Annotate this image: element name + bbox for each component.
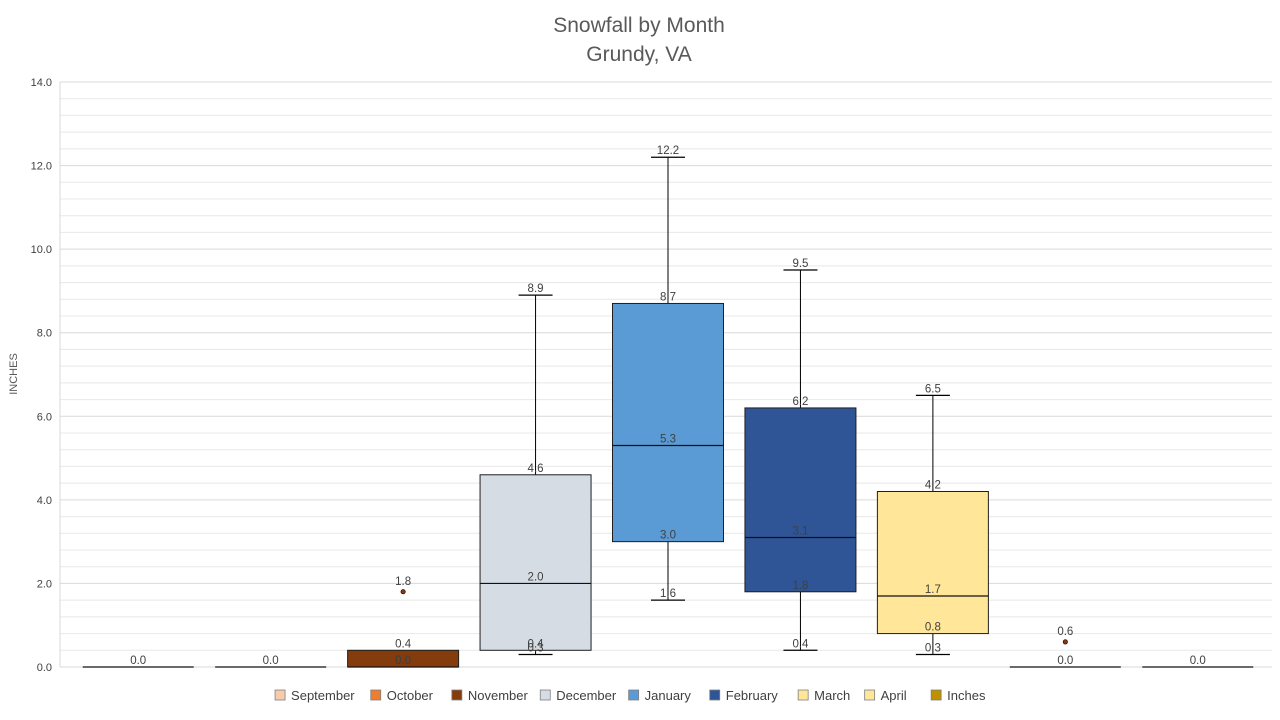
legend-swatch bbox=[930, 689, 942, 701]
outlier-label: 1.8 bbox=[395, 576, 411, 588]
legend-label: November bbox=[468, 688, 529, 703]
legend-label: Inches bbox=[947, 688, 986, 703]
box-january: 1.6 3.0 5.3 8.7 12.2 bbox=[612, 145, 724, 601]
legend-item-november: November bbox=[451, 688, 529, 703]
chart-title: Snowfall by Month bbox=[553, 14, 725, 37]
box-november: 0.00.00.41.8 bbox=[347, 576, 460, 668]
y-axis-label: INCHES bbox=[8, 353, 20, 395]
box-september: 0.0 bbox=[82, 655, 194, 668]
data-label: 6.5 bbox=[925, 383, 941, 395]
data-label: 0.0 bbox=[395, 655, 411, 667]
legend-swatch bbox=[628, 689, 640, 701]
box-rect bbox=[479, 474, 592, 651]
outlier-label: 0.6 bbox=[1057, 626, 1073, 638]
y-tick-label: 0.0 bbox=[37, 662, 52, 674]
data-label: 3.0 bbox=[660, 530, 676, 542]
legend-item-inches: Inches bbox=[930, 688, 986, 703]
legend-item-march: March bbox=[797, 688, 850, 703]
legend-swatch bbox=[539, 689, 551, 701]
legend-item-february: February bbox=[709, 688, 779, 703]
data-label: 4.2 bbox=[925, 480, 941, 492]
legend-swatch bbox=[864, 689, 876, 701]
legend-swatch bbox=[274, 689, 286, 701]
data-label: 0.4 bbox=[395, 638, 412, 650]
legend-label: February bbox=[726, 688, 779, 703]
box-december: 0.30.4 2.0 4.6 8.9 bbox=[479, 283, 592, 656]
data-label: 3.1 bbox=[792, 525, 808, 537]
y-tick-label: 12.0 bbox=[31, 161, 52, 173]
data-label: 0.4 bbox=[528, 638, 545, 650]
legend-item-september: September bbox=[274, 688, 355, 703]
data-label: 0.8 bbox=[925, 622, 941, 634]
data-label: 1.7 bbox=[925, 584, 941, 596]
legend-item-january: January bbox=[628, 688, 692, 703]
data-label: 2.0 bbox=[528, 571, 544, 583]
y-axis: 0.0 2.0 4.0 6.0 8.0 10.0 12.0 14.0 bbox=[31, 77, 52, 674]
box-april: 0.0 0.6 bbox=[1009, 626, 1121, 668]
data-label: 0.4 bbox=[792, 638, 809, 650]
legend: September October November December January F… bbox=[274, 688, 986, 703]
legend-label: September bbox=[291, 688, 355, 703]
box-rect bbox=[612, 302, 724, 543]
data-label: 0.0 bbox=[1057, 655, 1073, 667]
legend-label: January bbox=[645, 688, 692, 703]
y-tick-label: 8.0 bbox=[37, 328, 52, 340]
box-march: 0.3 0.8 1.7 4.2 6.5 bbox=[876, 383, 989, 656]
legend-item-april: April bbox=[864, 688, 907, 703]
data-label: 12.2 bbox=[657, 145, 679, 157]
data-label: 0.0 bbox=[395, 655, 411, 667]
legend-item-december: December bbox=[539, 688, 617, 703]
y-tick-label: 10.0 bbox=[31, 244, 52, 256]
y-tick-label: 4.0 bbox=[37, 495, 52, 507]
data-label: 0.3 bbox=[925, 642, 941, 654]
data-label: 9.5 bbox=[792, 258, 808, 270]
box-series: 0.0 0.0 0.00.00.41.80.30.42.04.68.91.63.05… bbox=[82, 145, 1254, 668]
data-label: 8.9 bbox=[528, 283, 544, 295]
box-inches: 0.0 bbox=[1142, 655, 1254, 668]
legend-label: December bbox=[556, 688, 617, 703]
box-rect bbox=[744, 407, 857, 593]
data-label: 8.7 bbox=[660, 291, 676, 303]
data-label: 0.3 bbox=[528, 642, 544, 654]
data-label: 5.3 bbox=[660, 434, 676, 446]
legend-label: October bbox=[387, 688, 434, 703]
data-label: 6.2 bbox=[792, 396, 808, 408]
legend-label: March bbox=[814, 688, 850, 703]
y-tick-label: 6.0 bbox=[37, 411, 52, 423]
data-label: 0.0 bbox=[130, 655, 146, 667]
data-label: 0.0 bbox=[263, 655, 279, 667]
legend-swatch bbox=[709, 689, 721, 701]
outlier-point bbox=[1062, 639, 1068, 645]
data-label: 4.6 bbox=[528, 463, 544, 475]
chart-subtitle: Grundy, VA bbox=[586, 43, 691, 66]
legend-swatch bbox=[370, 689, 382, 701]
y-tick-label: 2.0 bbox=[37, 578, 52, 590]
data-label: 1.8 bbox=[792, 580, 808, 592]
box-october: 0.0 bbox=[215, 655, 327, 668]
data-label: 1.6 bbox=[660, 588, 676, 600]
y-tick-label: 14.0 bbox=[31, 77, 52, 89]
data-label: 0.0 bbox=[1190, 655, 1206, 667]
legend-item-october: October bbox=[370, 688, 434, 703]
legend-label: April bbox=[881, 688, 907, 703]
outlier-point bbox=[400, 589, 406, 595]
legend-swatch bbox=[451, 689, 463, 701]
legend-swatch bbox=[797, 689, 809, 701]
box-rect bbox=[876, 491, 989, 635]
box-february: 0.4 1.8 3.1 6.2 9.5 bbox=[744, 258, 857, 651]
